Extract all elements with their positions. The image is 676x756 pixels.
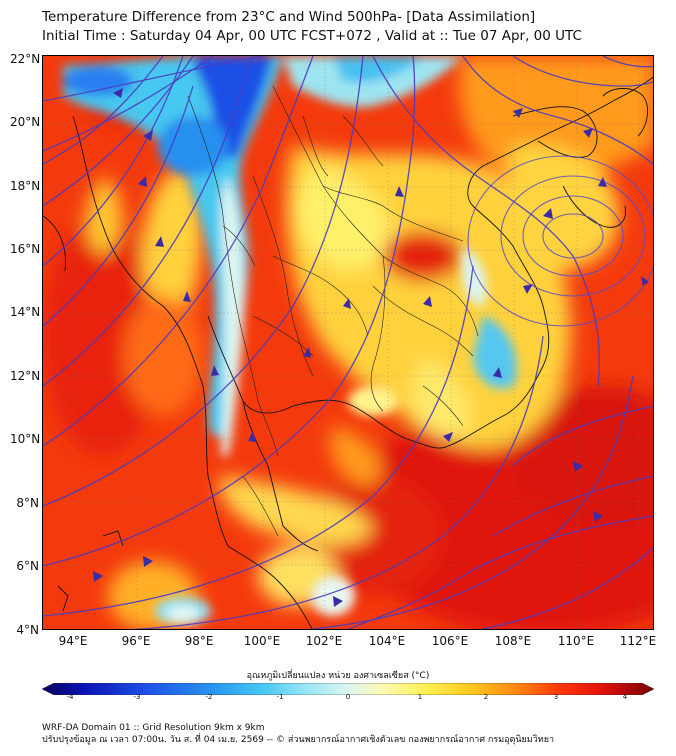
temperature-map — [42, 55, 654, 630]
cyclonic-circulation — [467, 155, 653, 327]
colorbar-tick: 1 — [417, 693, 423, 701]
lon-label-112e: 112°E — [619, 634, 657, 648]
lat-label-22n: 22°N — [10, 52, 41, 66]
lon-label-94e: 94°E — [58, 634, 88, 648]
map-title: Temperature Difference from 23°C and Win… — [42, 8, 582, 46]
lat-label-18n: 18°N — [10, 179, 41, 193]
lon-label-110e: 110°E — [557, 634, 595, 648]
colorbar-tick: -4 — [66, 693, 74, 701]
colorbar-tick: -2 — [205, 693, 213, 701]
lon-label-96e: 96°E — [121, 634, 151, 648]
lon-label-100e: 100°E — [243, 634, 281, 648]
lat-label-14n: 14°N — [10, 305, 41, 319]
colorbar-tick: 0 — [345, 693, 351, 701]
colorbar-tick: 4 — [622, 693, 628, 701]
colorbar-tick: -3 — [133, 693, 141, 701]
lat-label-12n: 12°N — [10, 369, 41, 383]
lat-label-20n: 20°N — [10, 115, 41, 129]
title-line-1: Temperature Difference from 23°C and Win… — [42, 9, 536, 25]
lon-label-104e: 104°E — [368, 634, 406, 648]
colorbar-tick: 3 — [553, 693, 559, 701]
lat-label-6n: 6°N — [16, 559, 39, 573]
lon-label-108e: 108°E — [494, 634, 532, 648]
title-line-2: Initial Time : Saturday 04 Apr, 00 UTC F… — [42, 28, 582, 44]
lon-label-102e: 102°E — [305, 634, 343, 648]
wind-streamlines — [43, 56, 653, 629]
colorbar-tick: -1 — [276, 693, 284, 701]
colorbar-tick: 2 — [483, 693, 489, 701]
lat-label-4n: 4°N — [16, 623, 39, 637]
lat-label-16n: 16°N — [10, 242, 41, 256]
lon-label-106e: 106°E — [431, 634, 469, 648]
colorbar-title: อุณหภูมิเปลี่ยนแปลง หน่วย องศาเซลเซียส (… — [246, 671, 430, 681]
map-canvas — [43, 56, 653, 629]
lon-label-98e: 98°E — [184, 634, 214, 648]
footer-credit: ปรับปรุงข้อมูล ณ เวลา 07:00น. วัน ส. ที่… — [42, 735, 555, 745]
lat-label-8n: 8°N — [16, 496, 39, 510]
country-borders — [187, 85, 479, 537]
lat-label-10n: 10°N — [10, 432, 41, 446]
footer: WRF-DA Domain 01 :: Grid Resolution 9km … — [42, 722, 554, 746]
wind-arrows — [93, 88, 649, 607]
footer-model-info: WRF-DA Domain 01 :: Grid Resolution 9km … — [42, 723, 265, 733]
temperature-field — [43, 56, 653, 629]
